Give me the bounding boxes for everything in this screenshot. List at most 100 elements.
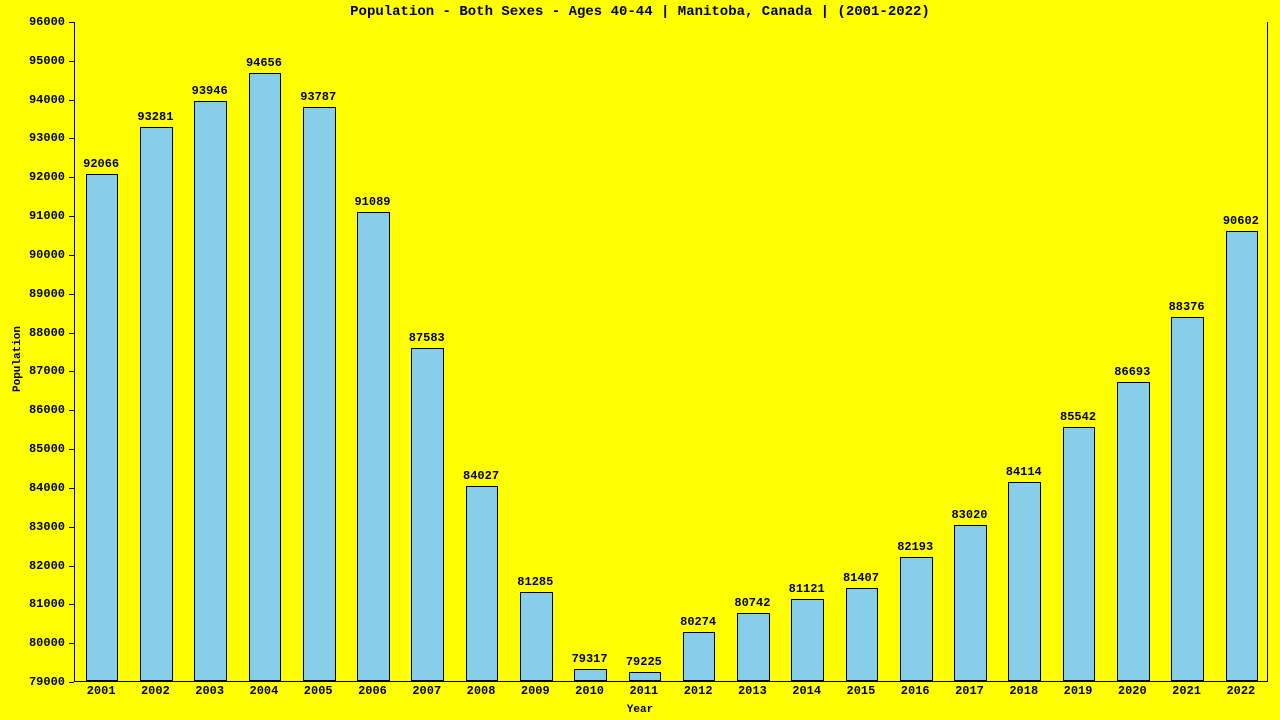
ytick-label: 86000 bbox=[0, 403, 65, 417]
bar bbox=[629, 672, 662, 681]
bar-value-label: 88376 bbox=[1159, 300, 1213, 314]
bar bbox=[86, 174, 119, 681]
bar-value-label: 93787 bbox=[291, 90, 345, 104]
ytick-mark bbox=[69, 177, 74, 178]
bar bbox=[1008, 482, 1041, 681]
ytick-label: 81000 bbox=[0, 597, 65, 611]
bar-value-label: 85542 bbox=[1051, 410, 1105, 424]
ytick-mark bbox=[69, 100, 74, 101]
xtick-label: 2016 bbox=[888, 684, 942, 698]
xtick-label: 2011 bbox=[617, 684, 671, 698]
ytick-label: 80000 bbox=[0, 636, 65, 650]
bar-value-label: 80742 bbox=[725, 596, 779, 610]
ytick-label: 89000 bbox=[0, 287, 65, 301]
chart-title: Population - Both Sexes - Ages 40-44 | M… bbox=[0, 4, 1280, 20]
bar-value-label: 94656 bbox=[237, 56, 291, 70]
bar bbox=[466, 486, 499, 681]
bar bbox=[1063, 427, 1096, 681]
ytick-label: 82000 bbox=[0, 559, 65, 573]
ytick-label: 87000 bbox=[0, 364, 65, 378]
bar bbox=[411, 348, 444, 681]
bar bbox=[249, 73, 282, 681]
bar bbox=[846, 588, 879, 681]
bar bbox=[520, 592, 553, 681]
ytick-label: 85000 bbox=[0, 442, 65, 456]
ytick-mark bbox=[69, 527, 74, 528]
bar-value-label: 84114 bbox=[997, 465, 1051, 479]
ytick-label: 93000 bbox=[0, 131, 65, 145]
ytick-label: 83000 bbox=[0, 520, 65, 534]
xtick-label: 2009 bbox=[508, 684, 562, 698]
bar bbox=[303, 107, 336, 681]
xtick-label: 2002 bbox=[128, 684, 182, 698]
bar-value-label: 86693 bbox=[1105, 365, 1159, 379]
bar bbox=[900, 557, 933, 681]
bar bbox=[357, 212, 390, 681]
ytick-mark bbox=[69, 488, 74, 489]
bar bbox=[737, 613, 770, 681]
xtick-label: 2013 bbox=[725, 684, 779, 698]
bar bbox=[954, 525, 987, 681]
xtick-label: 2022 bbox=[1214, 684, 1268, 698]
xtick-label: 2006 bbox=[345, 684, 399, 698]
bar-value-label: 92066 bbox=[74, 157, 128, 171]
bar-value-label: 93281 bbox=[128, 110, 182, 124]
xtick-label: 2008 bbox=[454, 684, 508, 698]
bar-value-label: 82193 bbox=[888, 540, 942, 554]
ytick-label: 96000 bbox=[0, 15, 65, 29]
bar bbox=[1117, 382, 1150, 681]
ytick-mark bbox=[69, 22, 74, 23]
bar-value-label: 91089 bbox=[345, 195, 399, 209]
x-axis-label: Year bbox=[0, 704, 1280, 716]
ytick-mark bbox=[69, 333, 74, 334]
bar-value-label: 84027 bbox=[454, 469, 508, 483]
ytick-label: 91000 bbox=[0, 209, 65, 223]
ytick-mark bbox=[69, 566, 74, 567]
ytick-label: 79000 bbox=[0, 675, 65, 689]
ytick-label: 95000 bbox=[0, 54, 65, 68]
ytick-label: 84000 bbox=[0, 481, 65, 495]
xtick-label: 2012 bbox=[671, 684, 725, 698]
bar bbox=[791, 599, 824, 681]
ytick-label: 90000 bbox=[0, 248, 65, 262]
bar-value-label: 87583 bbox=[400, 331, 454, 345]
xtick-label: 2005 bbox=[291, 684, 345, 698]
bar-value-label: 81407 bbox=[834, 571, 888, 585]
bar-value-label: 83020 bbox=[942, 508, 996, 522]
xtick-label: 2018 bbox=[997, 684, 1051, 698]
ytick-label: 88000 bbox=[0, 326, 65, 340]
ytick-mark bbox=[69, 643, 74, 644]
bar-value-label: 81121 bbox=[780, 582, 834, 596]
xtick-label: 2004 bbox=[237, 684, 291, 698]
xtick-label: 2003 bbox=[183, 684, 237, 698]
bar bbox=[683, 632, 716, 681]
bar-value-label: 90602 bbox=[1214, 214, 1268, 228]
xtick-label: 2019 bbox=[1051, 684, 1105, 698]
ytick-mark bbox=[69, 216, 74, 217]
bar bbox=[140, 127, 173, 681]
ytick-mark bbox=[69, 371, 74, 372]
bar-value-label: 81285 bbox=[508, 575, 562, 589]
ytick-mark bbox=[69, 682, 74, 683]
xtick-label: 2017 bbox=[942, 684, 996, 698]
bar bbox=[194, 101, 227, 681]
bar bbox=[1171, 317, 1204, 681]
ytick-mark bbox=[69, 294, 74, 295]
ytick-mark bbox=[69, 410, 74, 411]
xtick-label: 2015 bbox=[834, 684, 888, 698]
ytick-label: 94000 bbox=[0, 93, 65, 107]
chart-stage: Population - Both Sexes - Ages 40-44 | M… bbox=[0, 0, 1280, 720]
xtick-label: 2001 bbox=[74, 684, 128, 698]
bar-value-label: 79225 bbox=[617, 655, 671, 669]
bar-value-label: 93946 bbox=[183, 84, 237, 98]
bar bbox=[574, 669, 607, 681]
xtick-label: 2014 bbox=[780, 684, 834, 698]
bar bbox=[1226, 231, 1259, 681]
ytick-mark bbox=[69, 138, 74, 139]
ytick-mark bbox=[69, 449, 74, 450]
xtick-label: 2010 bbox=[562, 684, 616, 698]
xtick-label: 2007 bbox=[400, 684, 454, 698]
ytick-mark bbox=[69, 604, 74, 605]
ytick-mark bbox=[69, 61, 74, 62]
bar-value-label: 80274 bbox=[671, 615, 725, 629]
